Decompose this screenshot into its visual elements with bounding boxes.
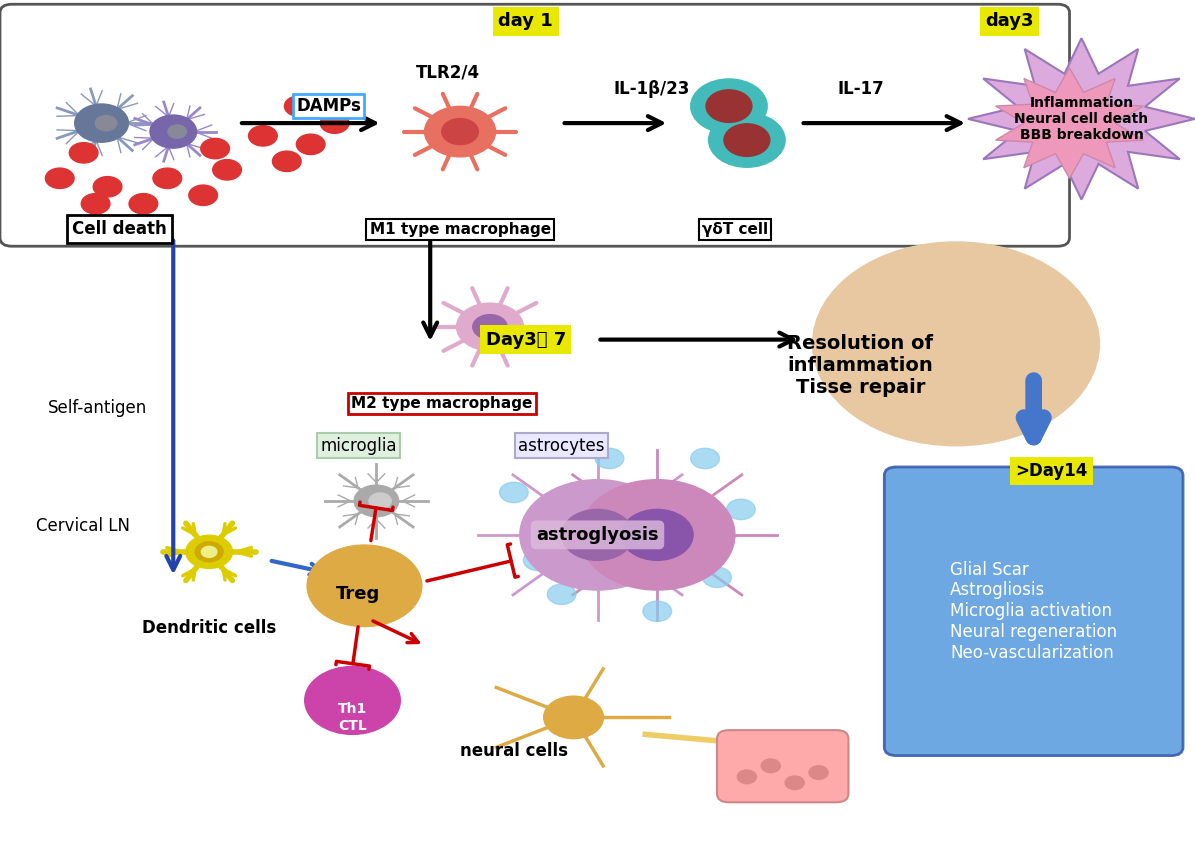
- Text: >Day14: >Day14: [1016, 462, 1087, 481]
- Circle shape: [151, 115, 196, 149]
- Text: M1 type macrophage: M1 type macrophage: [369, 222, 551, 237]
- Circle shape: [213, 160, 241, 180]
- Circle shape: [473, 315, 507, 339]
- Circle shape: [129, 194, 158, 214]
- Circle shape: [45, 168, 74, 188]
- FancyBboxPatch shape: [884, 467, 1183, 756]
- Circle shape: [809, 766, 828, 779]
- Circle shape: [354, 485, 399, 517]
- Circle shape: [500, 482, 528, 503]
- Text: day3: day3: [986, 12, 1034, 31]
- Circle shape: [813, 242, 1099, 446]
- Circle shape: [727, 499, 755, 520]
- Circle shape: [272, 151, 301, 171]
- Text: M2 type macrophage: M2 type macrophage: [351, 396, 533, 411]
- Text: Day3～ 7: Day3～ 7: [485, 330, 566, 349]
- Circle shape: [761, 759, 780, 773]
- Ellipse shape: [729, 736, 836, 791]
- Circle shape: [595, 448, 624, 469]
- Circle shape: [456, 303, 523, 351]
- Circle shape: [580, 480, 735, 590]
- Circle shape: [424, 106, 496, 157]
- Circle shape: [737, 770, 756, 784]
- Text: Inflammation
Neural cell death
BBB breakdown: Inflammation Neural cell death BBB break…: [1015, 96, 1148, 142]
- Text: Cervical LN: Cervical LN: [36, 517, 130, 536]
- Circle shape: [706, 90, 752, 122]
- Circle shape: [201, 547, 217, 558]
- Circle shape: [96, 115, 117, 131]
- Text: day 1: day 1: [498, 12, 553, 31]
- Circle shape: [284, 96, 313, 116]
- Circle shape: [320, 113, 349, 133]
- Circle shape: [785, 776, 804, 790]
- Circle shape: [691, 448, 719, 469]
- Circle shape: [201, 138, 229, 159]
- Circle shape: [249, 126, 277, 146]
- Circle shape: [621, 509, 693, 560]
- Text: Th1
CTL: Th1 CTL: [338, 702, 367, 733]
- Text: γδT cell: γδT cell: [701, 222, 768, 237]
- Circle shape: [520, 480, 675, 590]
- Polygon shape: [995, 68, 1144, 178]
- Circle shape: [74, 104, 129, 143]
- Text: Self-antigen: Self-antigen: [48, 398, 147, 417]
- Text: Dendritic cells: Dendritic cells: [142, 619, 276, 638]
- FancyBboxPatch shape: [717, 730, 848, 802]
- Circle shape: [307, 545, 422, 627]
- Circle shape: [643, 601, 672, 621]
- Text: astroglyosis: astroglyosis: [537, 526, 658, 544]
- Circle shape: [547, 584, 576, 604]
- Circle shape: [709, 113, 785, 167]
- FancyBboxPatch shape: [0, 4, 1070, 246]
- Circle shape: [544, 696, 603, 739]
- Circle shape: [167, 125, 186, 138]
- Circle shape: [305, 666, 400, 734]
- Text: TLR2/4: TLR2/4: [416, 63, 480, 82]
- Circle shape: [562, 509, 633, 560]
- Text: astrocytes: astrocytes: [519, 436, 605, 455]
- Circle shape: [186, 536, 232, 569]
- Circle shape: [69, 143, 98, 163]
- Circle shape: [153, 168, 182, 188]
- Text: Resolution of
inflammation
Tisse repair: Resolution of inflammation Tisse repair: [788, 334, 933, 396]
- Polygon shape: [968, 38, 1195, 200]
- Circle shape: [93, 177, 122, 197]
- Circle shape: [195, 542, 223, 562]
- Circle shape: [703, 567, 731, 588]
- Circle shape: [523, 550, 552, 571]
- Text: IL-17: IL-17: [836, 80, 884, 98]
- Circle shape: [296, 134, 325, 155]
- Text: DAMPs: DAMPs: [296, 97, 361, 115]
- Text: Glial Scar
Astrogliosis
Microglia activation
Neural regeneration
Neo-vasculariza: Glial Scar Astrogliosis Microglia activa…: [950, 560, 1117, 662]
- Circle shape: [189, 185, 217, 205]
- Text: Treg: Treg: [336, 585, 381, 604]
- Text: IL-1β/23: IL-1β/23: [613, 80, 690, 98]
- Circle shape: [691, 79, 767, 133]
- Text: microglia: microglia: [320, 436, 397, 455]
- Circle shape: [442, 119, 478, 144]
- Text: Cell death: Cell death: [72, 220, 167, 239]
- Text: neural cells: neural cells: [460, 742, 568, 761]
- Circle shape: [369, 493, 391, 509]
- Circle shape: [81, 194, 110, 214]
- Circle shape: [724, 124, 770, 156]
